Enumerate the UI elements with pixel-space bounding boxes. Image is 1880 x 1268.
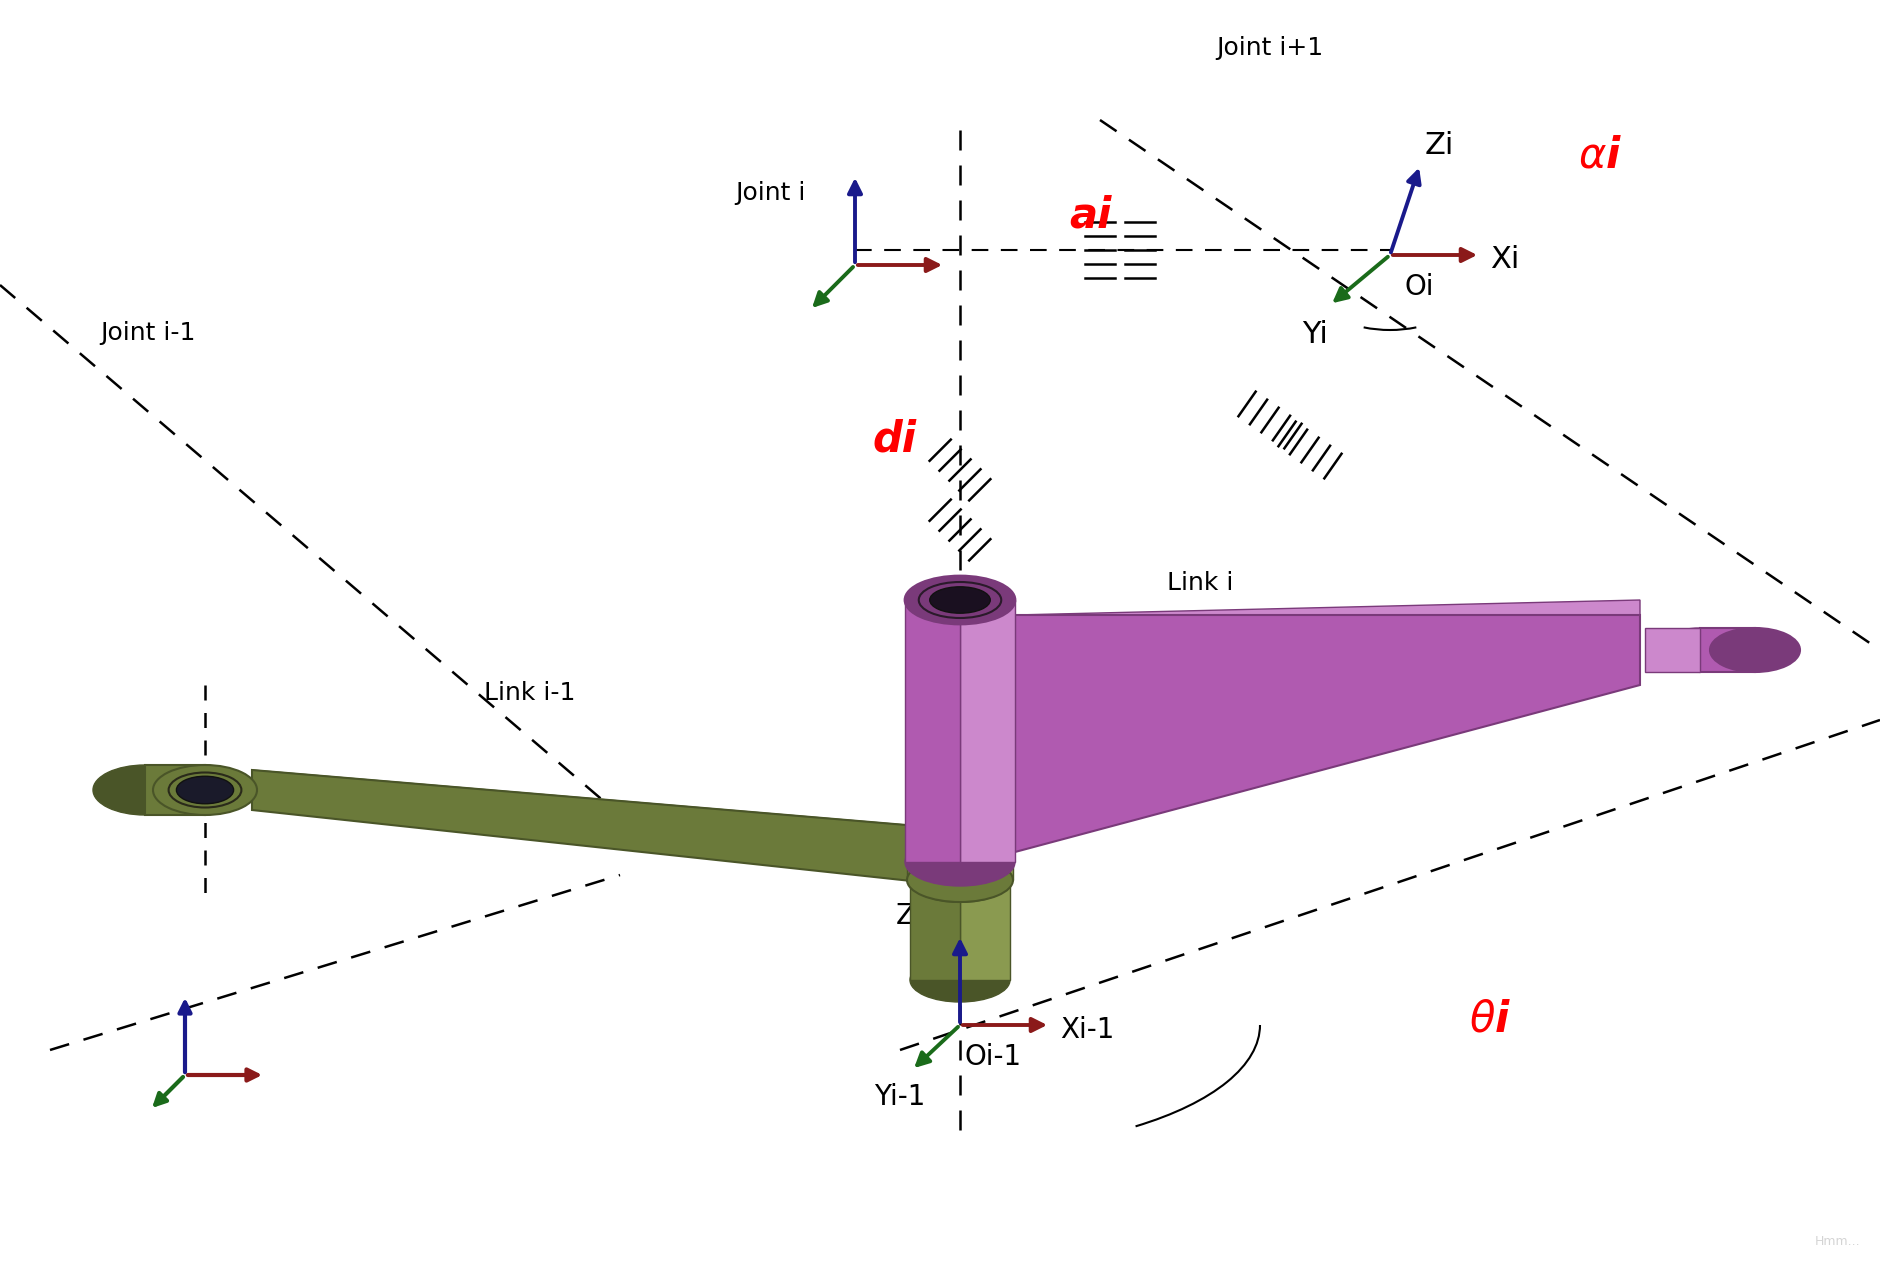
Text: di: di xyxy=(872,418,917,462)
Text: Link i: Link i xyxy=(1167,571,1233,595)
Text: Xi: Xi xyxy=(1491,246,1519,274)
Polygon shape xyxy=(906,862,961,880)
Ellipse shape xyxy=(910,959,1010,1002)
Text: Link i-1: Link i-1 xyxy=(485,681,575,705)
Ellipse shape xyxy=(904,576,1015,624)
Text: Zi-1: Zi-1 xyxy=(895,902,949,929)
Ellipse shape xyxy=(906,839,1013,884)
Text: Joint i+1: Joint i+1 xyxy=(1216,36,1324,60)
Polygon shape xyxy=(904,600,961,862)
Text: Yi: Yi xyxy=(1303,320,1327,349)
Text: Hmm...: Hmm... xyxy=(1814,1235,1859,1248)
Ellipse shape xyxy=(1654,628,1745,672)
Text: Joint i: Joint i xyxy=(735,181,805,205)
Polygon shape xyxy=(1645,628,1700,672)
Ellipse shape xyxy=(906,858,1013,902)
Polygon shape xyxy=(1700,628,1756,672)
Polygon shape xyxy=(961,600,1015,862)
Polygon shape xyxy=(1015,600,1639,625)
Text: Oi: Oi xyxy=(1404,273,1434,301)
Text: Xi-1: Xi-1 xyxy=(1060,1016,1115,1044)
Text: Zi: Zi xyxy=(1425,131,1455,160)
Text: Yi-1: Yi-1 xyxy=(874,1083,925,1111)
Text: Oi-1: Oi-1 xyxy=(964,1044,1023,1071)
Ellipse shape xyxy=(1711,628,1799,672)
Polygon shape xyxy=(961,880,1010,980)
Ellipse shape xyxy=(931,587,991,614)
Text: $\alpha$i: $\alpha$i xyxy=(1577,134,1622,176)
Text: ai: ai xyxy=(1070,194,1111,236)
Ellipse shape xyxy=(92,765,197,815)
Polygon shape xyxy=(961,862,1013,880)
Polygon shape xyxy=(252,770,931,837)
Polygon shape xyxy=(252,770,931,883)
Ellipse shape xyxy=(910,858,1010,902)
Ellipse shape xyxy=(152,765,258,815)
Text: Joint i-1: Joint i-1 xyxy=(100,321,196,345)
Polygon shape xyxy=(910,880,961,980)
Ellipse shape xyxy=(904,838,1015,886)
Polygon shape xyxy=(1015,615,1639,852)
Polygon shape xyxy=(145,765,205,815)
Ellipse shape xyxy=(177,776,233,804)
Text: $\theta$i: $\theta$i xyxy=(1468,999,1512,1041)
